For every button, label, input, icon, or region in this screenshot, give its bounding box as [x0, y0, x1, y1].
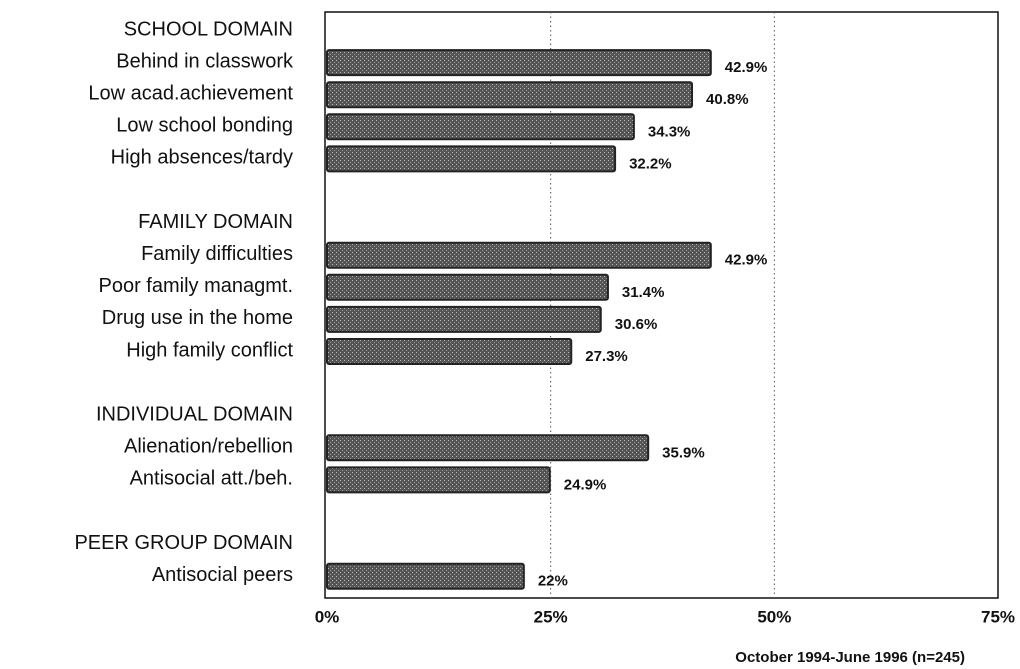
- value-label: 42.9%: [725, 252, 768, 269]
- value-label: 40.8%: [706, 91, 749, 108]
- bar: [326, 562, 525, 590]
- category-label: High family conflict: [126, 339, 293, 361]
- value-label: 27.3%: [585, 348, 628, 365]
- value-label: 32.2%: [629, 155, 672, 172]
- bar: [326, 305, 602, 333]
- value-label: 22%: [538, 573, 568, 590]
- category-label: SCHOOL DOMAIN: [124, 18, 293, 40]
- category-label: Family difficulties: [141, 243, 293, 265]
- x-tick-label: 25%: [534, 607, 568, 626]
- category-label: FAMILY DOMAIN: [138, 211, 293, 233]
- x-tick-label: 50%: [757, 607, 791, 626]
- category-label: Low school bonding: [116, 115, 293, 137]
- x-tick-label: 75%: [981, 607, 1015, 626]
- bar: [326, 81, 694, 109]
- value-label: 30.6%: [615, 316, 658, 333]
- bar: [326, 434, 650, 462]
- value-label: 42.9%: [725, 59, 768, 76]
- category-label: Behind in classwork: [116, 50, 294, 72]
- category-label: Alienation/rebellion: [124, 436, 293, 458]
- category-label: Low acad.achievement: [88, 82, 293, 104]
- category-label: Antisocial peers: [152, 564, 293, 586]
- bar: [326, 241, 712, 269]
- value-label: 35.9%: [662, 444, 705, 461]
- bar: [326, 113, 635, 141]
- category-label: High absences/tardy: [111, 147, 293, 169]
- value-label: 31.4%: [622, 284, 665, 301]
- category-label: Poor family managmt.: [98, 275, 293, 297]
- bar: [326, 49, 712, 77]
- category-label: PEER GROUP DOMAIN: [74, 532, 293, 554]
- note: October 1994-June 1996 (n=245): [735, 649, 965, 666]
- value-label: 34.3%: [648, 123, 691, 140]
- plot-frame: [324, 11, 999, 599]
- x-tick-label: 0%: [315, 607, 340, 626]
- value-label: 24.9%: [564, 476, 607, 493]
- bar: [326, 466, 551, 494]
- category-label: Antisocial att./beh.: [130, 468, 293, 490]
- category-label: INDIVIDUAL DOMAIN: [96, 403, 293, 425]
- bar: [326, 145, 617, 173]
- bar: [326, 273, 609, 301]
- bar: [326, 338, 573, 365]
- category-label: Drug use in the home: [102, 307, 293, 329]
